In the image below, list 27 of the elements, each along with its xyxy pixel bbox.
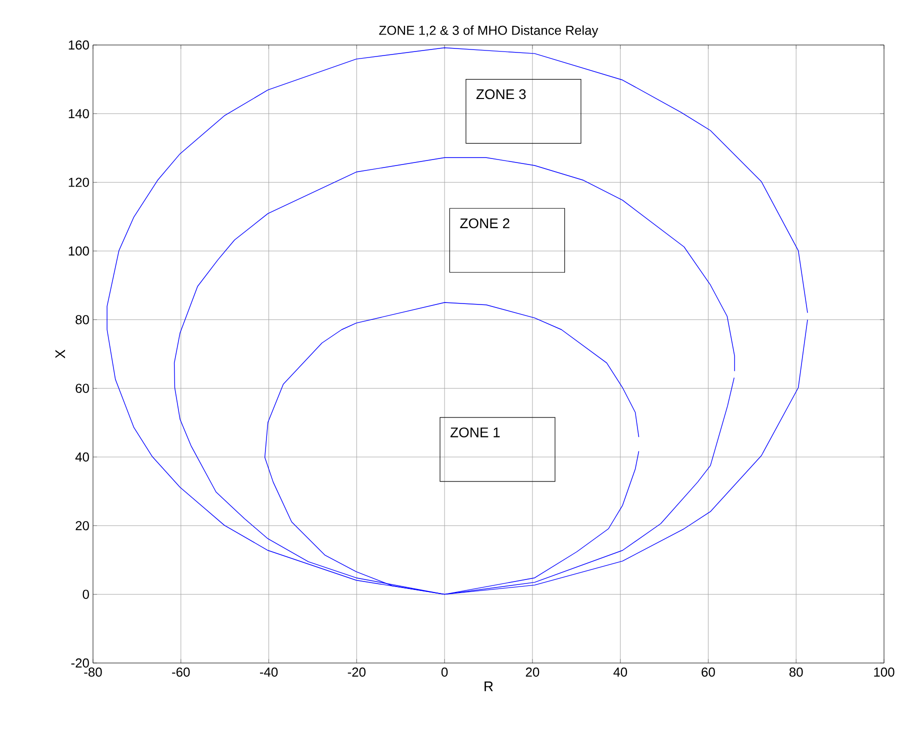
x-tick-label: 80 xyxy=(789,668,803,677)
x-tick-label: -40 xyxy=(260,668,278,677)
x-tick-label: 20 xyxy=(526,668,540,677)
chart-title: ZONE 1,2 & 3 of MHO Distance Relay xyxy=(379,25,598,38)
annotation: ZONE 2 xyxy=(460,218,510,228)
x-tick-label: 0 xyxy=(441,668,448,677)
y-tick-label: 80 xyxy=(76,315,89,324)
y-tick-label: 140 xyxy=(68,109,89,118)
x-tick-label: -80 xyxy=(84,668,102,677)
x-tick-label: -20 xyxy=(348,668,366,677)
x-tick-label: 100 xyxy=(874,668,894,677)
y-tick-label: 40 xyxy=(75,452,89,462)
y-tick-label: 120 xyxy=(68,178,89,187)
y-tick-label: 100 xyxy=(68,246,89,256)
y-tick-label: 60 xyxy=(76,384,89,393)
x-tick-label: 60 xyxy=(702,668,715,677)
y-tick-label: 160 xyxy=(68,40,89,50)
annotation: ZONE 1 xyxy=(450,427,500,438)
x-tick-label: -60 xyxy=(172,668,190,677)
y-tick-label: 20 xyxy=(76,521,89,530)
y-axis-title: X xyxy=(55,350,66,358)
y-tick-label: 0 xyxy=(82,590,89,599)
x-tick-label: 40 xyxy=(613,668,628,677)
line-series xyxy=(106,47,808,595)
y-tick-label: -20 xyxy=(71,658,89,668)
x-axis-title: R xyxy=(484,682,493,692)
annotation: ZONE 3 xyxy=(476,89,526,100)
